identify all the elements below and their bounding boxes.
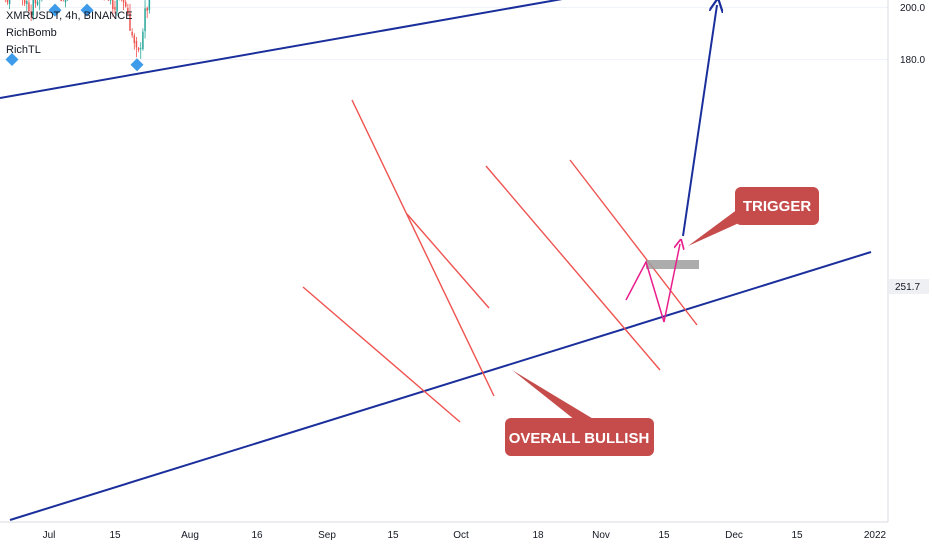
trend-line bbox=[351, 99, 495, 397]
candle-body bbox=[34, 0, 37, 4]
candle-body bbox=[137, 47, 140, 51]
last-price-tag: 251.7 bbox=[889, 279, 929, 294]
expected-path-arrow bbox=[625, 244, 680, 323]
x-tick-label: Jul bbox=[43, 530, 56, 541]
grid bbox=[0, 7, 888, 60]
candle-body bbox=[6, 0, 9, 3]
trigger-callout: TRIGGER bbox=[688, 187, 819, 246]
candle-body bbox=[133, 35, 136, 44]
bullish-callout: OVERALL BULLISH bbox=[505, 370, 654, 456]
signal-markers bbox=[5, 3, 144, 72]
trend-line bbox=[485, 165, 661, 371]
y-tick-label: 200.0 bbox=[900, 3, 925, 14]
trend-lines bbox=[302, 99, 698, 423]
x-tick-label: Nov bbox=[592, 530, 610, 541]
trigger-label: TRIGGER bbox=[743, 198, 812, 215]
candle-body bbox=[112, 0, 114, 10]
x-tick-label: 15 bbox=[791, 530, 803, 541]
candle-body bbox=[36, 1, 39, 5]
candle-body bbox=[127, 7, 129, 14]
overall-bullish-label: OVERALL BULLISH bbox=[509, 430, 650, 447]
bullish-callout-pointer bbox=[512, 370, 595, 420]
trigger-callout-box bbox=[735, 187, 819, 225]
x-tick-label: 15 bbox=[658, 530, 670, 541]
candle-body bbox=[131, 31, 133, 36]
y-tick-label: 180.0 bbox=[900, 55, 925, 66]
trend-line bbox=[406, 213, 490, 309]
x-tick-label: 16 bbox=[251, 530, 263, 541]
x-tick-label: 2022 bbox=[864, 530, 887, 541]
candle-body bbox=[148, 0, 151, 11]
candle-body bbox=[30, 11, 32, 15]
breakout-projection-arrow bbox=[682, 5, 717, 237]
x-tick-label: 18 bbox=[532, 530, 544, 541]
channel-lines bbox=[0, 0, 872, 521]
candle-body bbox=[8, 0, 11, 5]
candle-body bbox=[109, 0, 112, 1]
time-axis[interactable]: Jul 15 Aug 16 Sep 15 Oct 18 Nov 15 Dec 15 2022 bbox=[0, 521, 888, 541]
trend-line bbox=[569, 159, 698, 326]
x-tick-label: Aug bbox=[181, 530, 199, 541]
chart-legend: XMRUSDT, 4h, BINANCE RichBomb RichTL bbox=[6, 8, 133, 59]
candle-body bbox=[140, 48, 142, 50]
drawings bbox=[625, 5, 717, 323]
bullish-callout-box bbox=[505, 418, 654, 456]
candle-body bbox=[114, 6, 116, 10]
candle-body bbox=[26, 1, 28, 5]
indicator-richtl[interactable]: RichTL bbox=[6, 44, 41, 56]
x-tick-label: Dec bbox=[725, 530, 743, 541]
indicator-richbomb[interactable]: RichBomb bbox=[6, 27, 57, 39]
candle-body bbox=[142, 31, 144, 50]
candle-body bbox=[64, 0, 67, 3]
bullish-marker bbox=[5, 53, 19, 66]
bullish-marker bbox=[130, 58, 144, 72]
candle-body bbox=[32, 0, 34, 16]
channel-upper-line bbox=[0, 0, 563, 99]
last-price-label: 251.7 bbox=[895, 282, 920, 293]
trigger-callout-pointer bbox=[688, 206, 750, 246]
price-axis[interactable]: 180.0200.0220.0240.0260.0280.0300.0320.0… bbox=[887, 0, 929, 522]
bullish-marker bbox=[48, 3, 62, 17]
x-tick-label: Sep bbox=[318, 530, 336, 541]
candle-body bbox=[129, 12, 131, 31]
candle-body bbox=[107, 0, 110, 1]
bullish-marker bbox=[80, 3, 94, 17]
trigger-zone bbox=[646, 260, 699, 269]
candles bbox=[4, 0, 151, 59]
candle-body bbox=[60, 0, 62, 2]
trend-line bbox=[302, 286, 461, 423]
x-tick-label: 15 bbox=[109, 530, 121, 541]
candle-body bbox=[124, 2, 127, 7]
candle-body bbox=[144, 8, 146, 32]
x-tick-label: 15 bbox=[387, 530, 399, 541]
x-tick-label: Oct bbox=[453, 530, 469, 541]
candle-body bbox=[23, 0, 26, 4]
candle-body bbox=[28, 2, 30, 12]
candle-body bbox=[146, 7, 148, 11]
candle-body bbox=[116, 0, 118, 12]
candle-body bbox=[135, 40, 138, 48]
candle-body bbox=[122, 0, 125, 3]
symbol-title: XMRUSDT, 4h, BINANCE bbox=[6, 10, 133, 22]
channel-lower-line bbox=[9, 251, 872, 521]
